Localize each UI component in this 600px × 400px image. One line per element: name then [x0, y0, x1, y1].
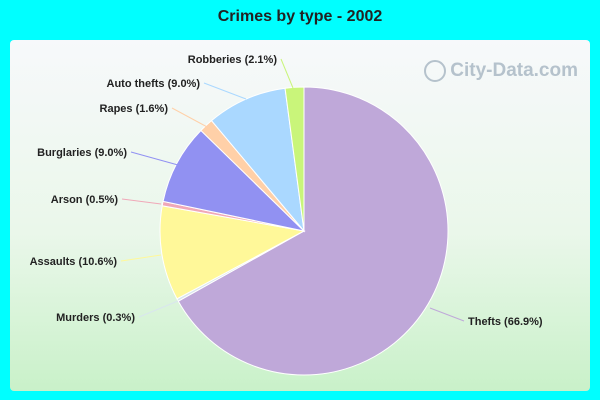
leader-line — [138, 300, 179, 318]
leader-line — [203, 82, 247, 100]
pie-slice — [177, 86, 449, 376]
chart-title: Crimes by type - 2002 — [217, 8, 383, 25]
pie-slice — [284, 86, 305, 232]
slice-label: Thefts (66.9%) — [468, 316, 543, 328]
slice-label: Arson (0.5%) — [51, 194, 119, 206]
watermark-text: City-Data.com — [450, 60, 578, 81]
leader-line — [130, 151, 179, 166]
slice-label: Robberies (2.1%) — [188, 54, 278, 66]
pie-slice — [162, 129, 306, 232]
slice-label: Rapes (1.6%) — [100, 103, 169, 115]
watermark: City-Data.com — [424, 60, 578, 82]
pie-slice — [210, 87, 305, 233]
slice-label: Auto thefts (9.0%) — [107, 78, 201, 90]
leader-line — [171, 107, 210, 129]
leader-line — [280, 58, 294, 89]
slice-label: Murders (0.3%) — [56, 312, 135, 324]
slice-label: Burglaries (9.0%) — [37, 147, 127, 159]
slice-label: Assaults (10.6%) — [30, 256, 118, 268]
leader-line — [120, 254, 162, 262]
leader-line — [429, 307, 465, 322]
pie-slice — [159, 205, 306, 300]
leader-line — [121, 198, 162, 205]
city-data-logo-icon — [424, 60, 447, 82]
